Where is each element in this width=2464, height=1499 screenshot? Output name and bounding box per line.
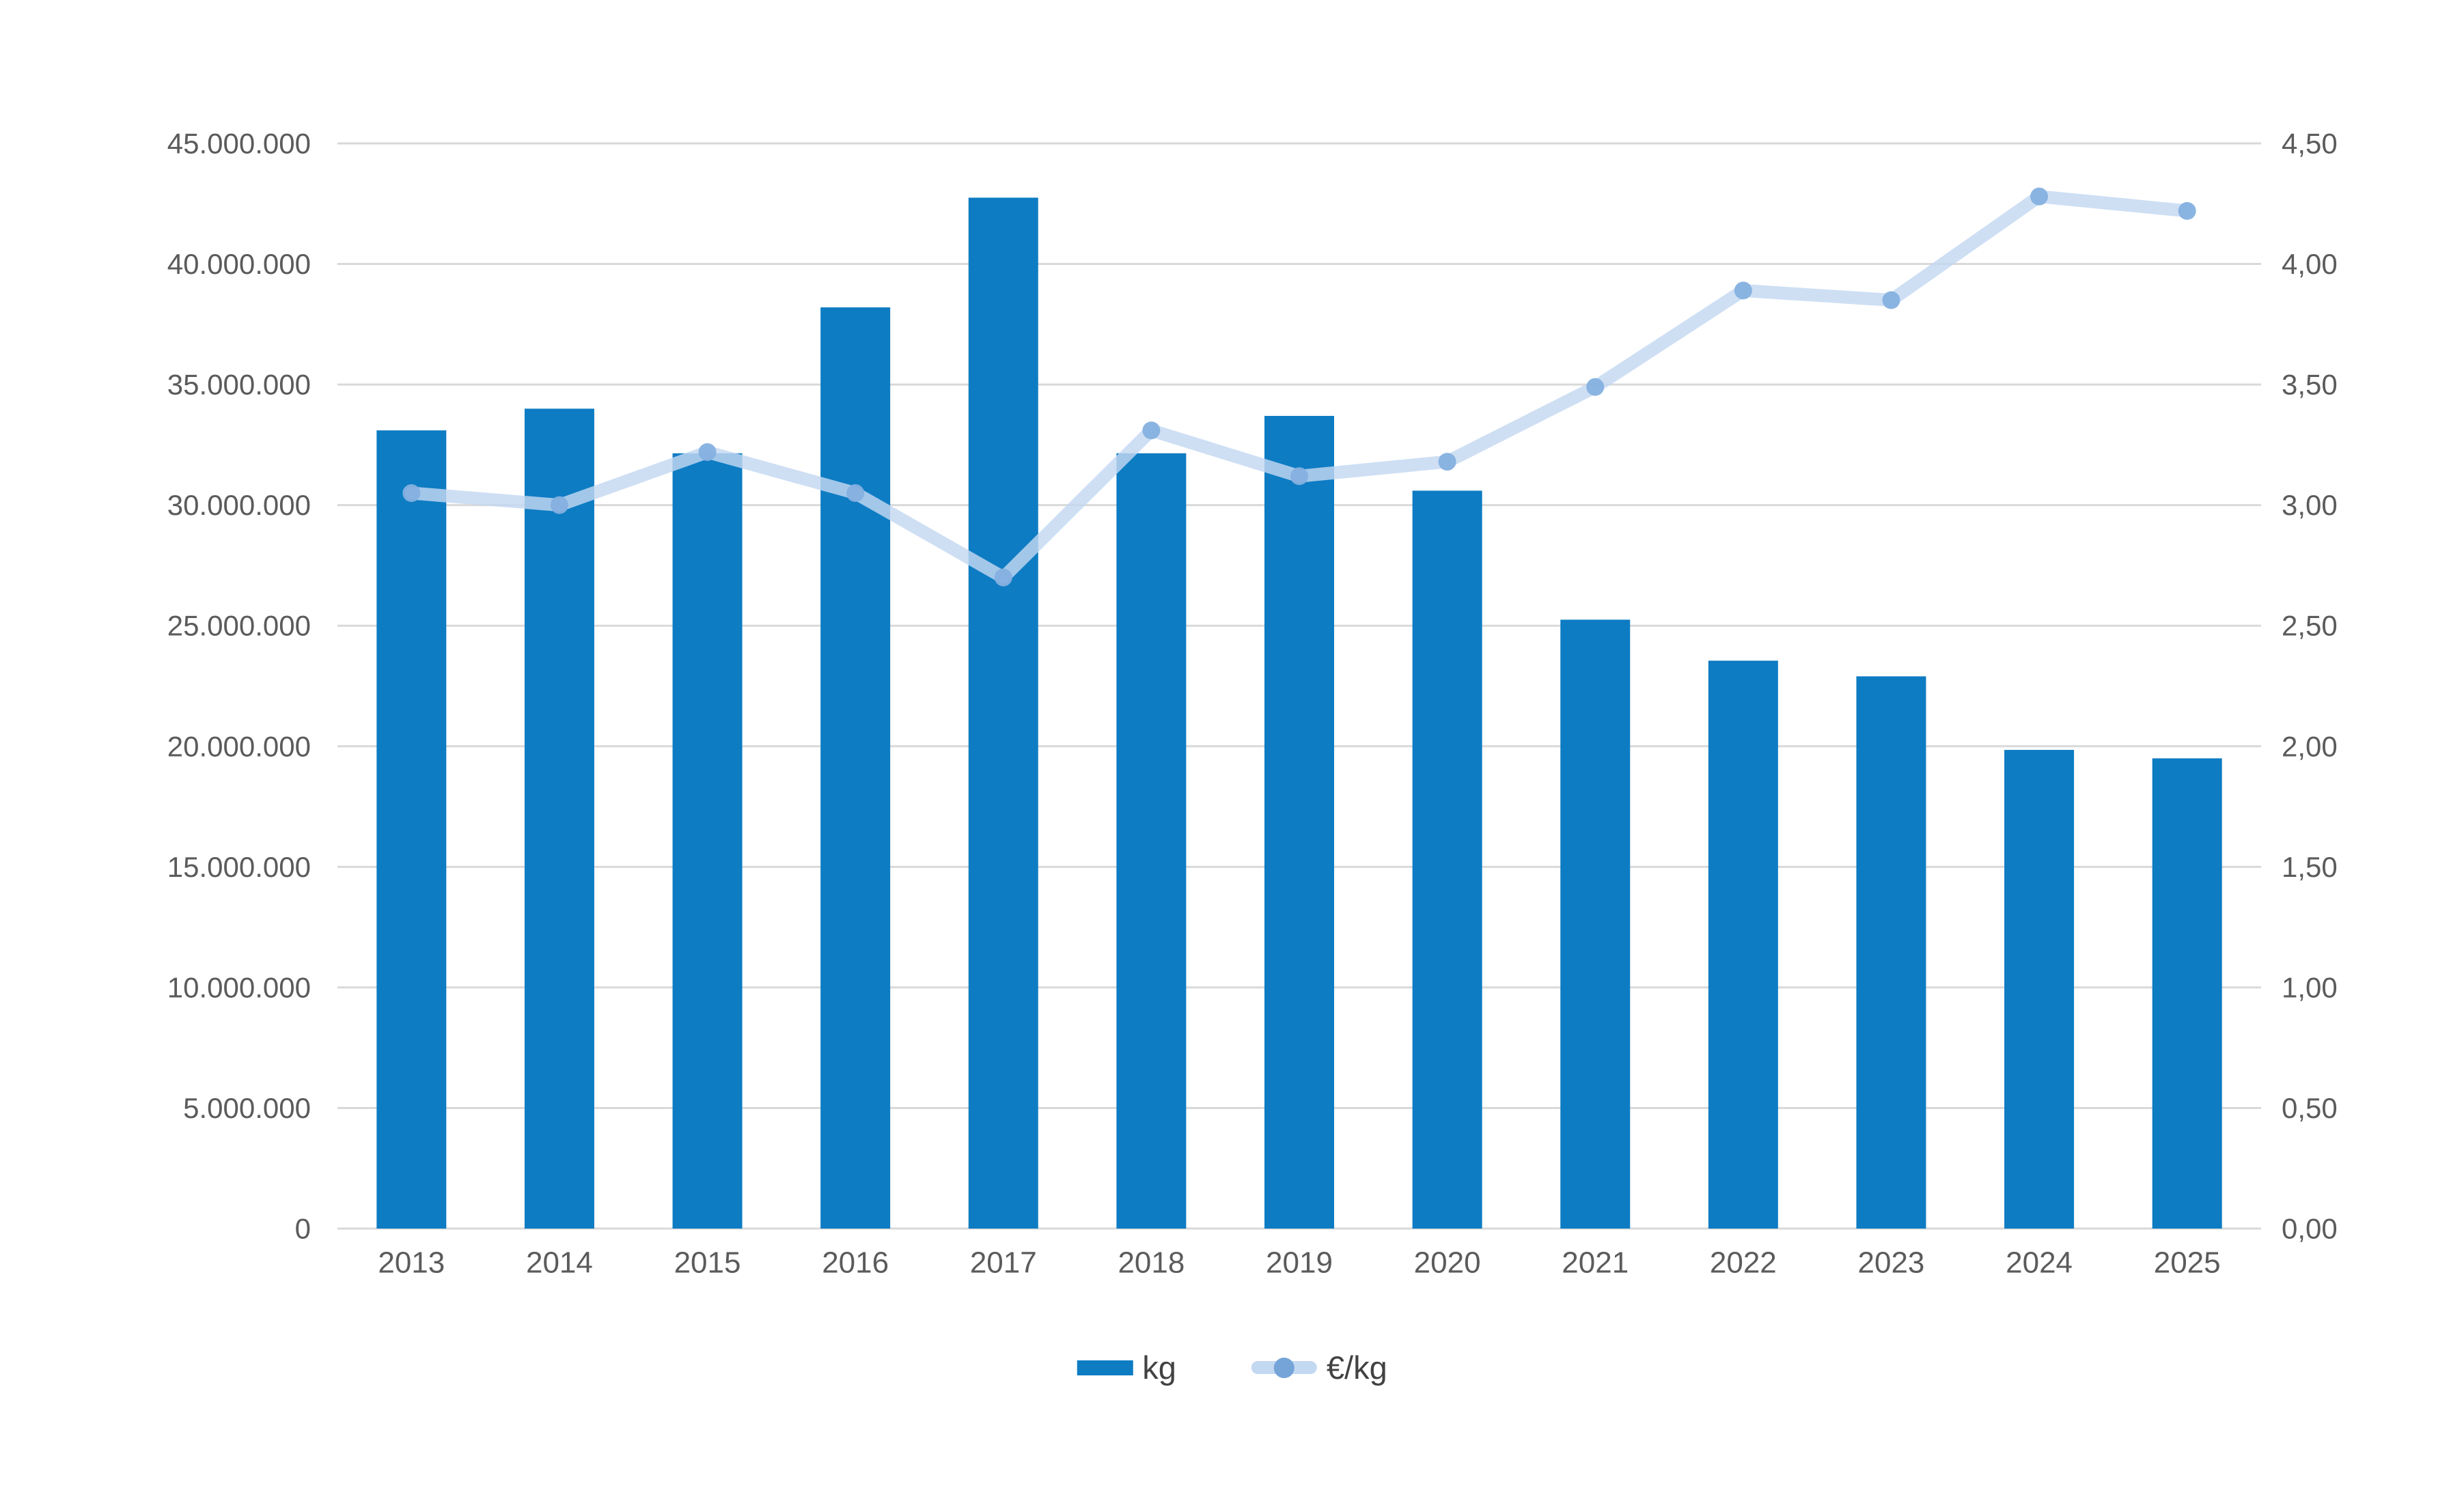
y-right-tick-label: 1,50 [2282, 851, 2338, 883]
y-right-tick-label: 2,50 [2282, 610, 2338, 642]
bar-2022 [1708, 660, 1778, 1229]
y-left-tick-label: 45.000.000 [167, 128, 311, 160]
y-right-tick-label: 4,50 [2282, 128, 2338, 160]
eur-per-kg-point-2013 [402, 484, 421, 503]
y-left-tick-label: 0 [295, 1213, 311, 1245]
x-tick-label-2025: 2025 [2154, 1246, 2221, 1280]
y-right-tick-label: 1,00 [2282, 971, 2338, 1003]
bar-2025 [2152, 758, 2222, 1229]
bar-2016 [820, 307, 891, 1229]
bar-2018 [1116, 453, 1187, 1229]
kg-bar-swatch-icon [1077, 1360, 1133, 1375]
x-tick-label-2016: 2016 [822, 1246, 889, 1280]
eur-per-kg-point-2014 [550, 496, 568, 514]
y-left-tick-label: 20.000.000 [167, 730, 311, 762]
x-tick-label-2022: 2022 [1710, 1246, 1777, 1280]
y-right-tick-label: 4,00 [2282, 248, 2338, 280]
eur-per-kg-point-2025 [2178, 201, 2196, 220]
legend: kg €/kg [1077, 1349, 1387, 1386]
y-right-tick-label: 3,50 [2282, 369, 2338, 401]
eur-per-kg-dot-icon [1273, 1357, 1295, 1378]
y-right-tick-label: 2,00 [2282, 730, 2338, 762]
eur-per-kg-point-2021 [1586, 378, 1605, 396]
x-tick-label-2014: 2014 [526, 1246, 593, 1280]
y-left-tick-label: 30.000.000 [167, 489, 311, 521]
eur-per-kg-point-2020 [1438, 453, 1456, 471]
eur-per-kg-line-swatch-icon [1251, 1357, 1317, 1378]
eur-per-kg-point-2024 [2030, 187, 2049, 206]
x-tick-label-2024: 2024 [2006, 1246, 2073, 1280]
x-tick-label-2017: 2017 [970, 1246, 1037, 1280]
legend-item-eur-per-kg: €/kg [1251, 1349, 1387, 1386]
y-left-tick-label: 35.000.000 [167, 369, 311, 401]
y-left-tick-label: 5.000.000 [183, 1092, 311, 1124]
x-tick-label-2021: 2021 [1562, 1246, 1629, 1280]
y-left-tick-label: 10.000.000 [167, 971, 311, 1003]
legend-item-kg: kg [1077, 1349, 1176, 1386]
bar-2023 [1856, 676, 1926, 1229]
eur-per-kg-point-2017 [994, 568, 1012, 587]
y-left-tick-label: 25.000.000 [167, 610, 311, 642]
bar-2024 [2004, 750, 2075, 1229]
x-tick-label-2015: 2015 [674, 1246, 741, 1280]
x-tick-label-2020: 2020 [1414, 1246, 1481, 1280]
bar-2017 [968, 197, 1038, 1229]
eur-per-kg-point-2018 [1142, 421, 1161, 440]
y-right-tick-label: 0,00 [2282, 1213, 2338, 1245]
x-tick-label-2013: 2013 [378, 1246, 445, 1280]
x-tick-label-2023: 2023 [1858, 1246, 1925, 1280]
eur-per-kg-point-2015 [698, 443, 717, 461]
y-left-tick-label: 15.000.000 [167, 851, 311, 883]
x-tick-label-2019: 2019 [1266, 1246, 1333, 1280]
bar-2020 [1412, 490, 1482, 1229]
bar-2015 [672, 453, 743, 1229]
eur-per-kg-point-2019 [1290, 467, 1308, 486]
x-tick-label-2018: 2018 [1118, 1246, 1185, 1280]
y-left-tick-label: 40.000.000 [167, 248, 311, 280]
eur-per-kg-point-2023 [1882, 291, 1900, 309]
legend-label-eur-per-kg: €/kg [1326, 1349, 1387, 1386]
y-right-tick-label: 3,00 [2282, 489, 2338, 521]
bar-2013 [376, 430, 447, 1229]
eur-per-kg-point-2016 [846, 484, 865, 503]
bar-2019 [1264, 416, 1334, 1229]
legend-label-kg: kg [1142, 1349, 1176, 1386]
eur-per-kg-point-2022 [1734, 281, 1752, 300]
bar-2021 [1560, 619, 1631, 1229]
bar-2014 [524, 408, 594, 1229]
y-right-tick-label: 0,50 [2282, 1092, 2338, 1124]
